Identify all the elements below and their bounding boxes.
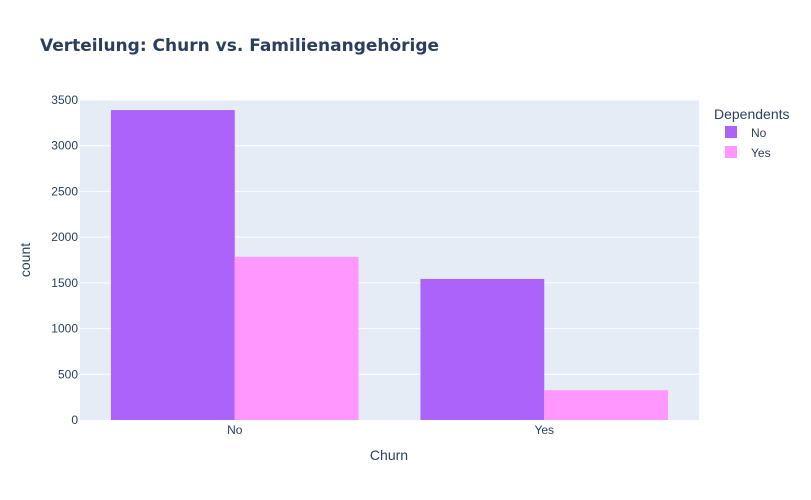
y-tick-label: 1000 <box>51 322 78 336</box>
bar-yes-yes <box>544 390 669 420</box>
x-tick-label: No <box>227 423 243 437</box>
x-tick-label: Yes <box>534 423 554 437</box>
legend-swatch <box>725 146 737 158</box>
legend: Dependents No Yes <box>714 106 790 160</box>
bar-no-no <box>110 110 235 421</box>
chart-title: Verteilung: Churn vs. Familienangehörige <box>40 36 439 56</box>
y-tick-label: 500 <box>58 367 78 381</box>
y-tick-label: 3000 <box>51 139 78 153</box>
y-axis-label: count <box>17 243 33 277</box>
y-tick-label: 2000 <box>51 230 78 244</box>
bar-no-yes <box>234 256 359 420</box>
x-axis-label: Churn <box>370 447 408 463</box>
y-tick-label: 2500 <box>51 184 78 198</box>
y-tick-label: 3500 <box>51 93 78 107</box>
y-tick-label: 1500 <box>51 276 78 290</box>
x-axis-ticks: No Yes <box>227 423 554 437</box>
y-tick-label: 0 <box>71 413 78 427</box>
legend-swatch <box>725 126 737 138</box>
legend-entry: No <box>751 126 767 140</box>
bars <box>110 110 669 421</box>
y-axis-ticks: 0 500 1000 1500 2000 2500 3000 3500 <box>51 93 78 427</box>
legend-title: Dependents <box>714 106 790 122</box>
bar-yes-no <box>420 278 545 420</box>
legend-entry: Yes <box>751 146 771 160</box>
